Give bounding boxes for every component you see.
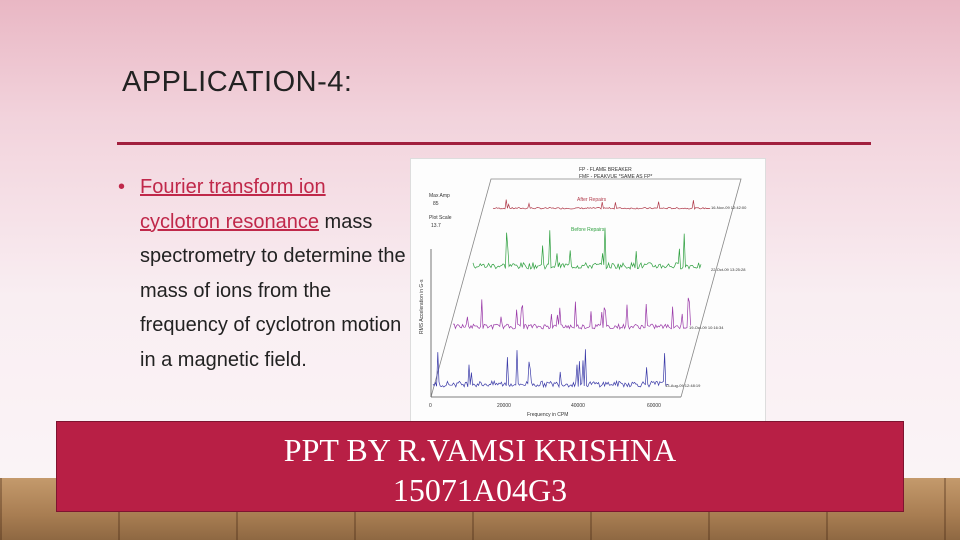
slide-title: APPLICATION-4: (122, 66, 353, 98)
y-axis-label: RMS Acceleration in G-s (419, 279, 425, 334)
spectrum-traces (432, 199, 711, 389)
bullet-point: • Fourier transform ion cyclotron resona… (118, 170, 408, 377)
plot-scale-value: 13.7 (431, 223, 441, 229)
trace-date-2: 22-Oct-09 13:25:28 (711, 267, 746, 272)
banner-author: PPT BY R.VAMSI KRISHNA (283, 432, 677, 468)
max-amp-value: 85 (433, 201, 439, 207)
spectrum-waterfall-figure: FP - FLAME BREAKER FMF - PEAKVUE *SAME A… (410, 158, 766, 422)
x-axis-label: Frequency in CPM (527, 412, 568, 418)
legend-line-2: FMF - PEAKVUE *SAME AS FP* (579, 174, 652, 180)
x-tick-2: 40000 (571, 403, 585, 409)
fticr-link[interactable]: Fourier transform ion cyclotron resonanc… (140, 176, 326, 233)
max-amp-label: Max Amp (429, 193, 450, 199)
bullet-marker: • (118, 176, 126, 198)
waterfall-plot: FP - FLAME BREAKER FMF - PEAKVUE *SAME A… (419, 167, 747, 418)
spectrum-trace-2 (472, 227, 702, 271)
banner-id: 15071A04G3 (392, 472, 568, 508)
x-tick-0: 0 (429, 403, 432, 409)
after-repairs-label: After Repairs (577, 197, 607, 203)
legend-line-1: FP - FLAME BREAKER (579, 167, 632, 173)
x-tick-1: 20000 (497, 403, 511, 409)
spectrum-trace-3 (453, 297, 691, 331)
bullet-rest-text: mass spectrometry to determine the mass … (140, 210, 406, 371)
trace-date-4: 13-Aug-09 12:48:19 (665, 383, 701, 388)
spectrum-trace-1 (492, 199, 711, 210)
spectrum-trace-4 (432, 349, 669, 389)
x-tick-3: 60000 (647, 403, 661, 409)
bullet-text: Fourier transform ion cyclotron resonanc… (140, 170, 408, 377)
title-divider (117, 142, 871, 145)
before-repairs-label: Before Repairs (571, 227, 605, 233)
trace-date-3: 19-Oct-09 10:16:34 (689, 325, 724, 330)
author-banner: PPT BY R.VAMSI KRISHNA 15071A04G3 (56, 421, 904, 512)
plot-scale-label: Plot Scale (429, 215, 452, 221)
trace-date-1: 16-Nov-09 12:42:00 (711, 205, 747, 210)
